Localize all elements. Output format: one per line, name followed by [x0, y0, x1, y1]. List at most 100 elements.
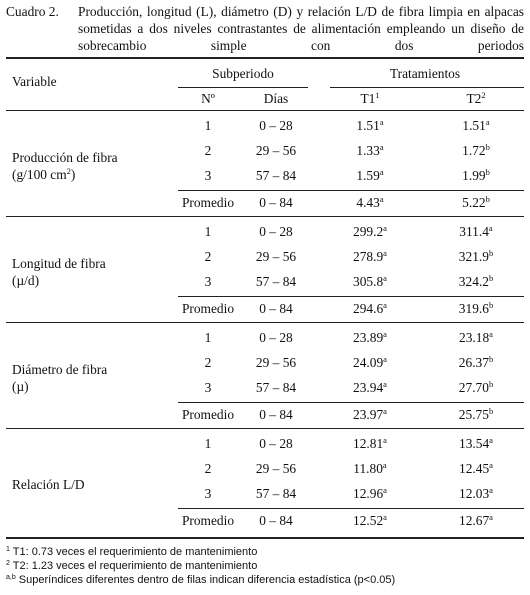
t2-value-value: 311.4 — [459, 224, 489, 239]
promedio-t2: 12.67a — [436, 513, 516, 529]
promedio-days: 0 – 84 — [259, 513, 293, 528]
header-tratamientos: Tratamientos — [389, 66, 461, 81]
subperiod-number: 1 — [204, 330, 212, 345]
t2-value: 13.54a — [436, 436, 516, 452]
promedio-t2-superscript: b — [488, 300, 494, 310]
t2-value-superscript: a — [488, 223, 493, 233]
promedio-t2-superscript: a — [489, 512, 493, 522]
promedio-t2-value: 5.22 — [462, 195, 486, 210]
t2-value-value: 26.37 — [458, 355, 489, 370]
subperiod-days: 57 – 84 — [255, 380, 297, 395]
t1-value: 1.33a — [330, 143, 410, 159]
variable-name: Longitud de fibra — [12, 256, 106, 271]
promedio-t1-superscript: a — [383, 406, 387, 416]
t2-value-value: 12.45 — [459, 461, 490, 476]
promedio-t1-superscript: a — [383, 300, 387, 310]
subperiod-days: 29 – 56 — [255, 461, 297, 476]
promedio-t2-superscript: b — [488, 406, 494, 416]
tratamientos-underline — [330, 87, 524, 88]
variable-unit-text: (µ/d) — [12, 273, 40, 288]
t1-value-superscript: a — [379, 167, 384, 177]
promedio-t1: 4.43a — [330, 195, 410, 211]
subperiod-number: 3 — [204, 486, 212, 501]
t2-value-superscript: b — [485, 142, 490, 152]
t1-value: 11.80a — [330, 461, 410, 477]
promedio-label: Promedio — [181, 195, 235, 210]
promedio-t2: 25.75b — [436, 407, 516, 423]
promedio-t1-value: 23.97 — [353, 407, 384, 422]
t1-value: 12.96a — [330, 486, 410, 502]
t1-value-value: 1.33 — [356, 143, 380, 158]
promedio-t2-value: 12.67 — [459, 513, 490, 528]
t2-value-value: 324.2 — [458, 274, 489, 289]
header-variable: Variable — [12, 74, 57, 89]
table-caption: Cuadro 2. Producción, longitud (L), diám… — [6, 3, 524, 71]
t2-value-superscript: a — [489, 329, 493, 339]
subperiod-number: 3 — [204, 274, 212, 289]
promedio-separator — [178, 508, 524, 509]
variable-unit: (µ/d) — [12, 273, 39, 289]
t2-value: 1.51a — [436, 118, 516, 134]
subperiod-days: 0 – 28 — [259, 224, 293, 239]
t2-value: 321.9b — [436, 249, 516, 265]
subperiod-number: 3 — [204, 168, 212, 183]
subperiod-days: 57 – 84 — [255, 274, 297, 289]
t1-value: 1.51a — [330, 118, 410, 134]
promedio-t1-value: 294.6 — [353, 301, 384, 316]
promedio-label: Promedio — [181, 301, 235, 316]
t2-value-value: 1.99 — [462, 168, 486, 183]
t2-value-superscript: a — [489, 435, 493, 445]
t2-value-superscript: b — [488, 379, 494, 389]
t1-value-superscript: a — [383, 273, 387, 283]
promedio-t1-value: 12.52 — [353, 513, 384, 528]
promedio-t1-value: 4.43 — [356, 195, 380, 210]
t2-value: 26.37b — [436, 355, 516, 371]
table-top-rule — [6, 57, 524, 59]
promedio-separator — [178, 296, 524, 297]
header-subperiodo: Subperiodo — [212, 66, 274, 81]
subperiod-days: 0 – 28 — [259, 118, 293, 133]
promedio-t2: 319.6b — [436, 301, 516, 317]
promedio-t1: 12.52a — [330, 513, 410, 529]
t2-value-superscript: b — [488, 354, 494, 364]
subperiod-number: 2 — [204, 249, 212, 264]
t2-value-value: 12.03 — [459, 486, 490, 501]
t1-value-value: 11.80 — [353, 461, 383, 476]
t2-value-value: 1.72 — [462, 143, 486, 158]
subperiod-number: 1 — [204, 118, 212, 133]
header-t2: T22 — [466, 90, 486, 106]
t1-value-value: 12.81 — [353, 436, 384, 451]
t1-value-value: 12.96 — [353, 486, 384, 501]
subperiod-days: 0 – 28 — [259, 436, 293, 451]
t1-value: 278.9a — [330, 249, 410, 265]
variable-unit-close: ) — [70, 167, 76, 182]
subperiod-number: 2 — [204, 461, 212, 476]
t1-value-superscript: a — [382, 460, 387, 470]
variable-unit-text: (µ) — [12, 379, 29, 394]
t1-value-value: 278.9 — [353, 249, 384, 264]
t2-value-superscript: a — [485, 117, 490, 127]
header-no: Nº — [201, 91, 215, 106]
promedio-days: 0 – 84 — [259, 195, 293, 210]
subperiod-number: 2 — [204, 355, 212, 370]
header-t1: T11 — [360, 90, 380, 106]
header-dias: Días — [263, 91, 289, 106]
variable-name: Relación L/D — [12, 477, 85, 492]
variable-unit: (g/100 cm2) — [12, 167, 75, 183]
t1-value-superscript: a — [383, 435, 387, 445]
promedio-t1-superscript: a — [379, 194, 384, 204]
promedio-t1-superscript: a — [383, 512, 387, 522]
t1-value: 12.81a — [330, 436, 410, 452]
t1-value-superscript: a — [383, 485, 387, 495]
t1-value-value: 1.59 — [356, 168, 380, 183]
variable-unit: (µ) — [12, 379, 29, 395]
footnote-2: 2 T2: 1.23 veces el requerimiento de man… — [6, 560, 258, 572]
t1-value-value: 23.89 — [353, 330, 384, 345]
promedio-days: 0 – 84 — [259, 407, 293, 422]
t2-value-value: 321.9 — [458, 249, 489, 264]
t1-value-superscript: a — [379, 117, 384, 127]
subperiod-number: 2 — [204, 143, 212, 158]
header-bottom-rule — [6, 110, 524, 111]
caption-label: Cuadro 2. — [6, 4, 59, 19]
promedio-t2: 5.22b — [436, 195, 516, 211]
